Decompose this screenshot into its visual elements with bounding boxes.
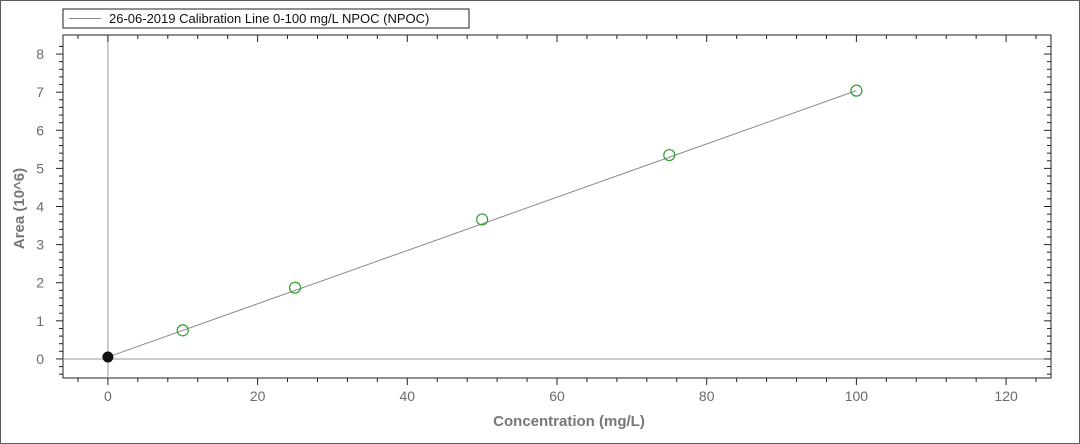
x-tick-label: 0 xyxy=(104,388,112,404)
axes: 0 20 40 60 80 100 120 0 1 2 3 4 5 6 7 8 xyxy=(36,35,1051,404)
origin-point xyxy=(102,351,114,363)
calibration-point xyxy=(288,281,302,294)
calibration-point xyxy=(476,213,489,226)
calibration-point xyxy=(663,148,676,162)
y-tick-label: 0 xyxy=(36,351,44,367)
legend-box xyxy=(62,8,470,29)
calibration-fit-line xyxy=(107,90,857,358)
x-axis-title: Concentration (mg/L) xyxy=(493,413,645,430)
chart-marks xyxy=(102,84,863,363)
x-tick-label: 80 xyxy=(699,388,715,404)
x-tick-label: 60 xyxy=(549,388,565,404)
plot-area xyxy=(62,34,1052,379)
y-tick-label: 4 xyxy=(36,199,44,215)
calibration-point xyxy=(850,84,863,97)
x-tick-label: 40 xyxy=(400,388,416,404)
y-tick-label: 7 xyxy=(36,84,44,100)
plot-border xyxy=(62,34,1052,379)
y-tick-label: 1 xyxy=(36,313,44,329)
y-tick-label: 6 xyxy=(36,122,44,138)
y-tick-label: 2 xyxy=(36,275,44,291)
calibration-point xyxy=(176,324,189,337)
y-tick-label: 3 xyxy=(36,237,44,253)
x-tick-label: 100 xyxy=(845,388,869,404)
x-tick-label: 120 xyxy=(994,388,1018,404)
y-axis-title: Area (10^6) xyxy=(11,168,28,249)
x-tick-label: 20 xyxy=(250,388,266,404)
y-tick-label: 8 xyxy=(36,46,44,62)
legend: 26-06-2019 Calibration Line 0-100 mg/L N… xyxy=(62,8,470,29)
legend-entry-label: 26-06-2019 Calibration Line 0-100 mg/L N… xyxy=(109,11,429,26)
y-tick-label: 5 xyxy=(36,160,44,176)
